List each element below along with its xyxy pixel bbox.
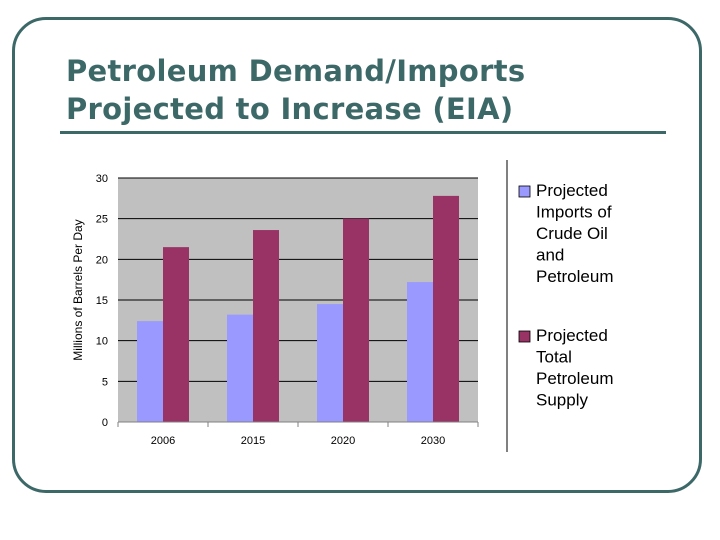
y-tick-label: 10 — [96, 336, 108, 348]
x-tick-label: 2030 — [421, 435, 445, 447]
bar-imports-2030 — [407, 282, 433, 422]
bar-supply-2030 — [433, 195, 459, 422]
x-tick-label: 2006 — [151, 435, 175, 447]
y-axis: 0 5 10 15 20 25 30 — [96, 173, 108, 429]
legend-label-imports: Projected Imports of Crude Oil and Petroleum — [536, 181, 613, 286]
y-tick-label: 25 — [96, 214, 108, 226]
x-tick-label: 2015 — [241, 435, 265, 447]
y-tick-label: 20 — [96, 254, 108, 266]
y-tick-label: 0 — [102, 417, 108, 429]
bars — [137, 195, 459, 422]
legend-label-line: Petroleum — [536, 369, 613, 388]
bar-supply-2006 — [163, 247, 189, 422]
legend-label-line: Projected — [536, 326, 608, 345]
legend-label-line: and — [536, 246, 564, 265]
legend-label-line: Supply — [536, 391, 588, 410]
legend-swatch-imports — [518, 185, 531, 198]
x-tick-label: 2020 — [331, 435, 355, 447]
legend-label-line: Projected — [536, 181, 608, 200]
legend-label-line: Petroleum — [536, 267, 613, 286]
legend-label-line: Crude Oil — [536, 224, 608, 243]
slide-title-line-2: Projected to Increase (EIA) — [66, 92, 514, 126]
slide-title-line-1: Petroleum Demand/Imports — [66, 54, 526, 88]
x-axis: 2006 2015 2020 2030 — [117, 421, 479, 447]
slide-title: Petroleum Demand/Imports Projected to In… — [66, 52, 666, 128]
bar-imports-2015 — [227, 314, 253, 422]
legend-label-line: Total — [536, 348, 572, 367]
y-tick-label: 5 — [102, 376, 108, 388]
title-underline — [60, 131, 666, 134]
legend: Projected Imports of Crude Oil and Petroleum… — [518, 181, 613, 410]
slide-frame — [12, 17, 702, 493]
bar-imports-2020 — [317, 304, 343, 422]
legend-swatch-supply — [518, 330, 531, 343]
y-tick-label: 15 — [96, 295, 108, 307]
y-tick-label: 30 — [96, 173, 108, 185]
bar-supply-2020 — [343, 218, 369, 422]
y-axis-title: Millions of Barrels Per Day — [71, 219, 85, 360]
bar-imports-2006 — [137, 321, 163, 422]
legend-label-line: Imports of — [536, 203, 612, 222]
legend-label-supply: Projected Total Petroleum Supply — [536, 326, 613, 410]
bar-supply-2015 — [253, 230, 279, 422]
